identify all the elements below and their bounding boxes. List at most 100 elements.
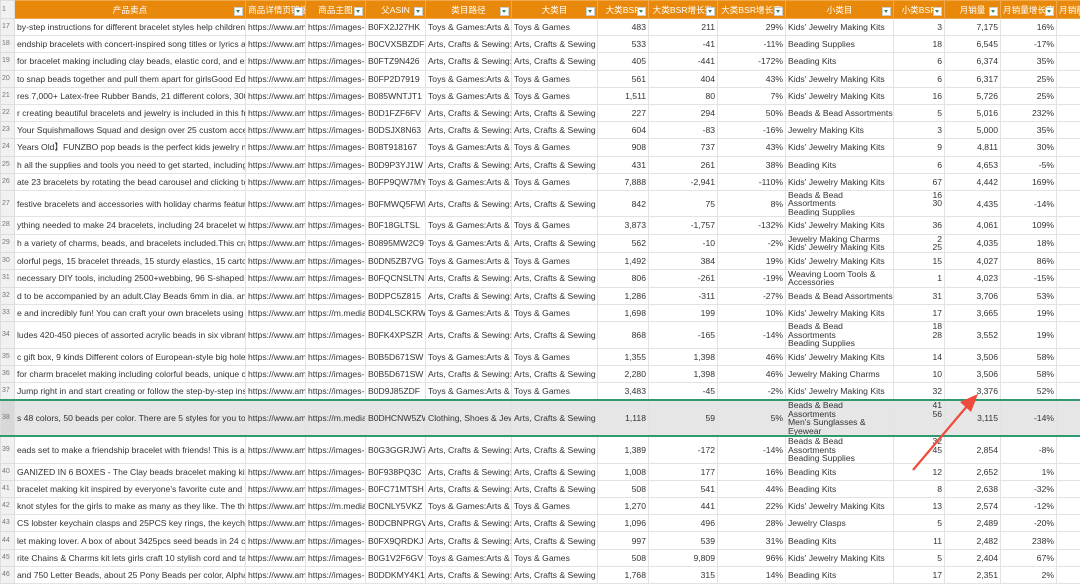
cell-selling-point[interactable]: s 48 colors, 50 beads per color. There a… bbox=[15, 400, 246, 436]
cell-monthly-sales[interactable]: 5,000 bbox=[945, 122, 1001, 139]
cell-category-path[interactable]: Toys & Games:Arts & Cr bbox=[426, 173, 512, 190]
cell-main-bsr[interactable]: 604 bbox=[598, 122, 649, 139]
cell-main-bsr-change[interactable]: 315 bbox=[649, 566, 718, 583]
cell-main-image[interactable]: https://images-r bbox=[306, 365, 366, 382]
cell-sub-bsr[interactable]: 6 bbox=[894, 70, 945, 87]
cell-category-path[interactable]: Arts, Crafts & Sewing:Be bbox=[426, 53, 512, 70]
cell-main-bsr-change[interactable]: -441 bbox=[649, 53, 718, 70]
cell-sub-category[interactable]: Jewelry Making Charms Kids' Jewelry Maki… bbox=[786, 234, 894, 252]
column-header-main-bsr-change[interactable]: 大类BSR增长数 bbox=[649, 1, 718, 19]
cell-detail-link[interactable]: https://www.ama bbox=[246, 173, 306, 190]
cell-sub-category[interactable]: Kids' Jewelry Making Kits bbox=[786, 348, 894, 365]
cell-main-bsr[interactable]: 1,698 bbox=[598, 304, 649, 321]
filter-dropdown-icon[interactable] bbox=[234, 7, 243, 16]
cell-main-image[interactable]: https://images-r bbox=[306, 139, 366, 156]
cell-category-path[interactable]: Toys & Games:Arts & Cr bbox=[426, 252, 512, 269]
cell-monthly-sales-growth-rate[interactable]: -14% bbox=[1001, 400, 1057, 436]
cell-monthly-sales[interactable]: 4,027 bbox=[945, 252, 1001, 269]
cell-parent-asin[interactable]: B0DDKMY4K1 bbox=[366, 566, 426, 583]
cell-main-bsr[interactable]: 868 bbox=[598, 322, 649, 349]
cell-sub-bsr[interactable]: 32 bbox=[894, 383, 945, 401]
column-header-main-bsr-growth-rate[interactable]: 大类BSR增长率 bbox=[718, 1, 786, 19]
cell-selling-point[interactable]: for bracelet making including clay beads… bbox=[15, 53, 246, 70]
cell-parent-asin[interactable]: B0F938PQ3C bbox=[366, 463, 426, 480]
cell-monthly-sales[interactable]: 4,442 bbox=[945, 173, 1001, 190]
cell-detail-link[interactable]: https://www.ama bbox=[246, 269, 306, 287]
cell-empty[interactable] bbox=[1057, 269, 1080, 287]
cell-parent-asin[interactable]: B0DSJX8N63 bbox=[366, 122, 426, 139]
cell-empty[interactable] bbox=[1057, 19, 1080, 36]
column-header-selling-point[interactable]: 产品卖点 bbox=[15, 1, 246, 19]
cell-main-category[interactable]: Arts, Crafts & Sewing bbox=[512, 234, 598, 252]
cell-main-image[interactable]: https://images-r bbox=[306, 566, 366, 583]
cell-selling-point[interactable]: h a variety of charms, beads, and bracel… bbox=[15, 234, 246, 252]
cell-empty[interactable] bbox=[1057, 365, 1080, 382]
cell-sub-bsr[interactable]: 17 bbox=[894, 566, 945, 583]
cell-main-bsr-growth-rate[interactable]: 43% bbox=[718, 70, 786, 87]
cell-sub-bsr[interactable]: 36 bbox=[894, 217, 945, 234]
cell-monthly-sales[interactable]: 3,665 bbox=[945, 304, 1001, 321]
row-number[interactable]: 26 bbox=[1, 173, 15, 190]
cell-empty[interactable] bbox=[1057, 87, 1080, 104]
cell-selling-point[interactable]: knot styles for the girls to make as man… bbox=[15, 498, 246, 515]
filter-dropdown-icon[interactable] bbox=[414, 7, 423, 16]
cell-main-bsr[interactable]: 1,096 bbox=[598, 515, 649, 532]
cell-monthly-sales-growth-rate[interactable]: 25% bbox=[1001, 87, 1057, 104]
row-number[interactable]: 30 bbox=[1, 252, 15, 269]
cell-sub-category[interactable]: Kids' Jewelry Making Kits bbox=[786, 217, 894, 234]
cell-main-category[interactable]: Toys & Games bbox=[512, 383, 598, 401]
row-number[interactable]: 36 bbox=[1, 365, 15, 382]
cell-monthly-sales[interactable]: 3,506 bbox=[945, 365, 1001, 382]
filter-dropdown-icon[interactable] bbox=[586, 7, 595, 16]
cell-sub-category[interactable]: Beads & Bead Assortments Beading Supplie… bbox=[786, 436, 894, 463]
cell-monthly-sales[interactable]: 2,482 bbox=[945, 532, 1001, 549]
row-number[interactable]: 23 bbox=[1, 122, 15, 139]
cell-sub-bsr[interactable]: 5 bbox=[894, 549, 945, 566]
cell-sub-category[interactable]: Beading Kits bbox=[786, 566, 894, 583]
cell-main-bsr[interactable]: 1,118 bbox=[598, 400, 649, 436]
cell-main-bsr[interactable]: 561 bbox=[598, 70, 649, 87]
cell-main-bsr[interactable]: 3,483 bbox=[598, 383, 649, 401]
cell-monthly-sales[interactable]: 3,552 bbox=[945, 322, 1001, 349]
cell-main-bsr[interactable]: 997 bbox=[598, 532, 649, 549]
cell-sub-category[interactable]: Beading Kits bbox=[786, 480, 894, 497]
cell-monthly-sales-growth-rate[interactable]: -20% bbox=[1001, 515, 1057, 532]
cell-main-bsr-change[interactable]: -83 bbox=[649, 122, 718, 139]
cell-main-category[interactable]: Arts, Crafts & Sewing bbox=[512, 322, 598, 349]
cell-monthly-sales-growth-rate[interactable]: 30% bbox=[1001, 139, 1057, 156]
row-number[interactable]: 43 bbox=[1, 515, 15, 532]
cell-main-bsr[interactable]: 842 bbox=[598, 190, 649, 217]
filter-dropdown-icon[interactable] bbox=[774, 7, 783, 16]
cell-selling-point[interactable]: bracelet making kit inspired by everyone… bbox=[15, 480, 246, 497]
cell-category-path[interactable]: Arts, Crafts & Sewing:Be bbox=[426, 104, 512, 121]
filter-dropdown-icon[interactable] bbox=[294, 7, 303, 16]
cell-main-bsr-growth-rate[interactable]: 29% bbox=[718, 19, 786, 36]
cell-monthly-sales-growth-rate[interactable]: 2% bbox=[1001, 566, 1057, 583]
cell-main-category[interactable]: Arts, Crafts & Sewing bbox=[512, 515, 598, 532]
cell-detail-link[interactable]: https://www.ama bbox=[246, 36, 306, 53]
cell-monthly-sales-growth-rate[interactable]: 35% bbox=[1001, 53, 1057, 70]
cell-empty[interactable] bbox=[1057, 304, 1080, 321]
cell-empty[interactable] bbox=[1057, 498, 1080, 515]
cell-main-bsr[interactable]: 1,286 bbox=[598, 287, 649, 304]
cell-sub-bsr[interactable]: 5 bbox=[894, 515, 945, 532]
cell-parent-asin[interactable]: B0D9J85ZDF bbox=[366, 383, 426, 401]
cell-empty[interactable] bbox=[1057, 322, 1080, 349]
cell-main-bsr-change[interactable]: 75 bbox=[649, 190, 718, 217]
cell-selling-point[interactable]: festive bracelets and accessories with h… bbox=[15, 190, 246, 217]
cell-main-bsr[interactable]: 227 bbox=[598, 104, 649, 121]
cell-empty[interactable] bbox=[1057, 36, 1080, 53]
